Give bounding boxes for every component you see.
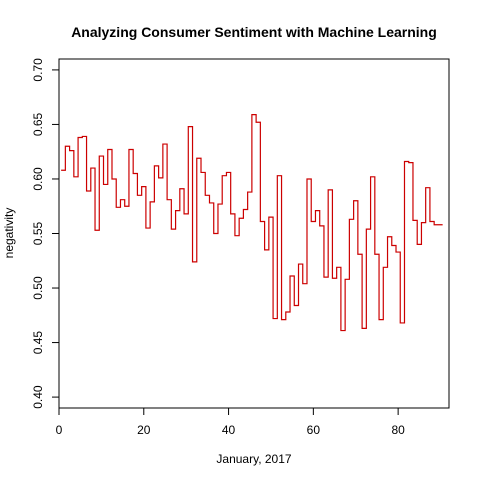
y-tick-label: 0.70 <box>31 58 45 82</box>
y-tick-label: 0.40 <box>31 385 45 409</box>
x-tick-label: 60 <box>307 423 321 437</box>
y-tick-label: 0.50 <box>31 276 45 300</box>
x-axis: 0 20 40 60 80 <box>56 408 405 437</box>
series-step-line <box>61 114 443 332</box>
y-tick-label: 0.60 <box>31 167 45 191</box>
chart-title: Analyzing Consumer Sentiment with Machin… <box>71 24 437 40</box>
x-tick-label: 0 <box>56 423 63 437</box>
y-axis: 0.40 0.45 0.50 0.55 0.60 0.65 0.70 <box>31 58 59 409</box>
x-tick-label: 20 <box>137 423 151 437</box>
y-axis-label: negativity <box>2 208 16 259</box>
y-tick-label: 0.45 <box>31 331 45 355</box>
x-tick-label: 80 <box>391 423 405 437</box>
plot-frame <box>58 58 450 409</box>
series-layer <box>61 114 443 332</box>
y-tick-label: 0.65 <box>31 112 45 136</box>
x-axis-label: January, 2017 <box>216 452 291 466</box>
y-tick-label: 0.55 <box>31 221 45 245</box>
x-tick-label: 40 <box>222 423 236 437</box>
